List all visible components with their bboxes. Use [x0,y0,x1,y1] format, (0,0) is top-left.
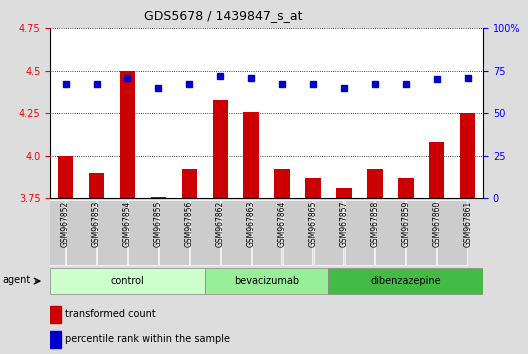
Bar [150,196,166,198]
Text: control: control [110,276,144,286]
Text: GSM967863: GSM967863 [247,200,256,247]
Text: GSM967862: GSM967862 [216,200,225,246]
FancyBboxPatch shape [128,200,158,265]
Bar [460,113,475,198]
Bar [275,169,290,198]
FancyBboxPatch shape [159,200,188,265]
Text: agent: agent [3,275,31,285]
FancyBboxPatch shape [66,200,96,265]
FancyBboxPatch shape [437,200,467,265]
Text: GSM967861: GSM967861 [463,200,472,246]
FancyBboxPatch shape [97,200,127,265]
Bar [243,112,259,198]
Text: GSM967854: GSM967854 [123,200,132,247]
Text: GSM967855: GSM967855 [154,200,163,247]
Bar [305,178,321,198]
FancyBboxPatch shape [328,268,483,294]
FancyBboxPatch shape [252,200,281,265]
Bar [182,169,197,198]
FancyBboxPatch shape [314,200,343,265]
FancyBboxPatch shape [221,200,251,265]
Bar [120,71,135,198]
Bar [212,100,228,198]
FancyBboxPatch shape [205,268,328,294]
Bar [89,173,105,198]
Text: GSM967864: GSM967864 [278,200,287,247]
Text: GSM967865: GSM967865 [308,200,317,247]
FancyBboxPatch shape [407,200,436,265]
Text: GSM967857: GSM967857 [340,200,348,247]
Text: dibenzazepine: dibenzazepine [371,276,441,286]
Bar [429,142,445,198]
Text: transformed count: transformed count [65,309,156,319]
Text: GSM967859: GSM967859 [401,200,410,247]
FancyBboxPatch shape [345,200,374,265]
FancyBboxPatch shape [375,200,405,265]
Bar [367,169,383,198]
Text: GSM967853: GSM967853 [92,200,101,247]
Bar [58,156,73,198]
Bar [50,331,61,348]
FancyBboxPatch shape [35,200,65,265]
Text: GSM967860: GSM967860 [432,200,441,247]
Text: GSM967858: GSM967858 [370,200,380,246]
Bar [50,306,61,323]
FancyBboxPatch shape [190,200,220,265]
Bar [336,188,352,198]
FancyBboxPatch shape [282,200,313,265]
Text: GDS5678 / 1439847_s_at: GDS5678 / 1439847_s_at [144,9,303,22]
Text: bevacizumab: bevacizumab [234,276,299,286]
Bar [398,178,413,198]
Text: percentile rank within the sample: percentile rank within the sample [65,334,230,344]
Text: GSM967852: GSM967852 [61,200,70,246]
Text: GSM967856: GSM967856 [185,200,194,247]
FancyBboxPatch shape [50,268,205,294]
